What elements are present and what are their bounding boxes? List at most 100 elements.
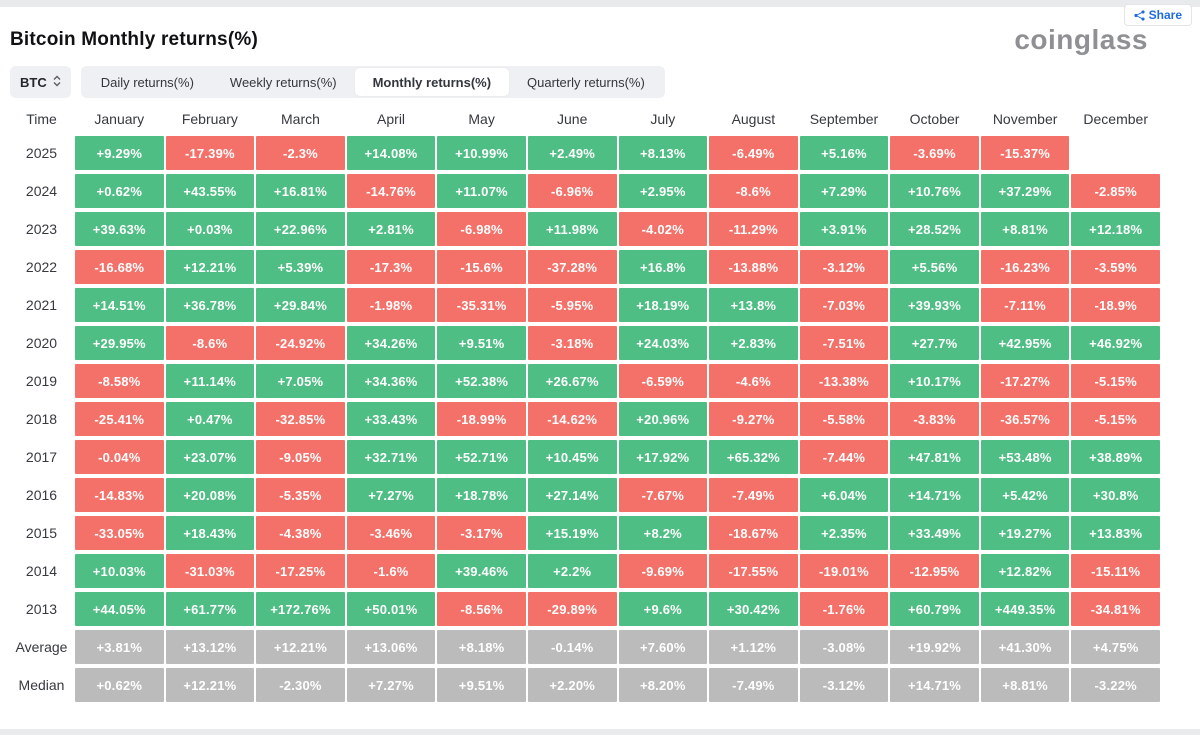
return-cell: -1.98% [346, 288, 436, 322]
return-cell: +11.98% [527, 212, 617, 246]
column-header-june: June [557, 111, 588, 127]
return-cell: +20.96% [618, 402, 708, 436]
return-cell: -37.28% [527, 250, 617, 284]
toolbar: BTC Daily returns(%) Weekly returns(%) M… [10, 66, 1200, 98]
return-cell: +26.67% [527, 364, 617, 398]
return-cell: +12.21% [165, 250, 255, 284]
column-header-february: February [181, 111, 238, 127]
return-cell: -15.37% [980, 136, 1070, 170]
return-cell: +8.2% [618, 516, 708, 550]
return-cell: +8.81% [980, 668, 1070, 702]
return-cell: +65.32% [709, 440, 798, 474]
column-header-november: November [992, 111, 1058, 127]
return-cell: +1.12% [709, 630, 798, 664]
return-cell: -7.49% [709, 668, 798, 702]
return-cell: +0.62% [75, 668, 164, 702]
coinglass-logo: coinglass [1014, 24, 1148, 55]
return-cell: -8.6% [165, 326, 255, 360]
return-cell: -11.29% [709, 212, 798, 246]
return-cell: -9.69% [618, 554, 708, 588]
return-cell: +47.81% [890, 440, 979, 474]
return-cell: +42.95% [980, 326, 1070, 360]
return-cell: +20.08% [165, 478, 255, 512]
page-top-edge [0, 0, 1200, 7]
return-cell: +8.18% [437, 630, 526, 664]
return-cell: +30.42% [709, 592, 798, 626]
return-cell: -2.85% [1071, 174, 1160, 208]
return-cell: +16.81% [256, 174, 345, 208]
return-cell: +53.48% [980, 440, 1070, 474]
return-cell: -29.89% [527, 592, 617, 626]
row-label-2017: 2017 [25, 449, 58, 465]
return-cell: -5.58% [799, 402, 889, 436]
return-cell: +28.52% [890, 212, 979, 246]
tab-monthly-returns[interactable]: Monthly returns(%) [354, 68, 510, 96]
row-label-2014: 2014 [25, 563, 58, 579]
return-cell: +27.7% [890, 326, 979, 360]
tab-daily-returns[interactable]: Daily returns(%) [100, 74, 194, 90]
return-cell: +36.78% [165, 288, 255, 322]
tab-weekly-returns[interactable]: Weekly returns(%) [229, 74, 337, 90]
return-cell: +14.08% [346, 136, 436, 170]
return-cell: -3.83% [890, 402, 979, 436]
column-header-may: May [468, 111, 495, 127]
return-cell: +7.05% [256, 364, 345, 398]
return-cell: +3.81% [75, 630, 164, 664]
return-cell: -14.83% [75, 478, 164, 512]
return-cell: +61.77% [165, 592, 255, 626]
row-label-2025: 2025 [25, 145, 58, 161]
column-header-march: March [281, 111, 320, 127]
return-cell: +34.26% [346, 326, 436, 360]
column-header-january: January [94, 111, 145, 127]
return-cell: -31.03% [165, 554, 255, 588]
return-cell: -17.55% [709, 554, 798, 588]
return-cell: -34.81% [1071, 592, 1160, 626]
return-cell: -2.30% [256, 668, 345, 702]
return-cell: -6.49% [709, 136, 798, 170]
return-cell: -3.46% [346, 516, 436, 550]
return-cell: +9.51% [437, 668, 526, 702]
return-cell: +22.96% [256, 212, 345, 246]
return-cell: +23.07% [165, 440, 255, 474]
row-label-2024: 2024 [25, 183, 58, 199]
return-cell: +0.03% [165, 212, 255, 246]
row-label-2023: 2023 [25, 221, 58, 237]
return-cell: +29.95% [75, 326, 164, 360]
return-cell: -25.41% [75, 402, 164, 436]
tab-quarterly-returns[interactable]: Quarterly returns(%) [527, 74, 645, 90]
return-cell: -4.6% [709, 364, 798, 398]
return-cell: +15.19% [527, 516, 617, 550]
return-cell: +24.03% [618, 326, 708, 360]
column-header-september: September [809, 111, 879, 127]
returns-table: Time January February March April May June July… [10, 106, 1160, 702]
page-bottom-edge [0, 729, 1200, 735]
return-cell: +12.21% [256, 630, 345, 664]
return-cell: +12.21% [165, 668, 255, 702]
return-cell: -3.17% [437, 516, 526, 550]
return-cell: -35.31% [437, 288, 526, 322]
return-cell: -5.15% [1071, 402, 1160, 436]
return-cell: -3.08% [799, 630, 889, 664]
return-cell: -18.67% [709, 516, 798, 550]
return-cell: +8.13% [618, 136, 708, 170]
page-header: Bitcoin Monthly returns(%) coinglass [0, 0, 1200, 55]
return-cell: +6.04% [799, 478, 889, 512]
return-cell: -0.04% [75, 440, 164, 474]
return-cell: -19.01% [799, 554, 889, 588]
return-cell: +11.07% [437, 174, 526, 208]
return-cell: +33.43% [346, 402, 436, 436]
return-cell: -9.05% [256, 440, 345, 474]
return-cell: -3.12% [799, 250, 889, 284]
column-header-august: August [731, 111, 776, 127]
return-cell: -14.76% [346, 174, 436, 208]
return-cell: +5.42% [980, 478, 1070, 512]
return-cell: -17.3% [346, 250, 436, 284]
return-cell: -4.38% [256, 516, 345, 550]
return-cell: -6.96% [527, 174, 617, 208]
return-cell: -17.27% [980, 364, 1070, 398]
row-label-2015: 2015 [25, 525, 58, 541]
share-button[interactable]: Share [1123, 4, 1192, 26]
return-cell: +30.8% [1071, 478, 1160, 512]
return-cell: +2.2% [527, 554, 617, 588]
symbol-selector[interactable]: BTC [10, 66, 71, 98]
